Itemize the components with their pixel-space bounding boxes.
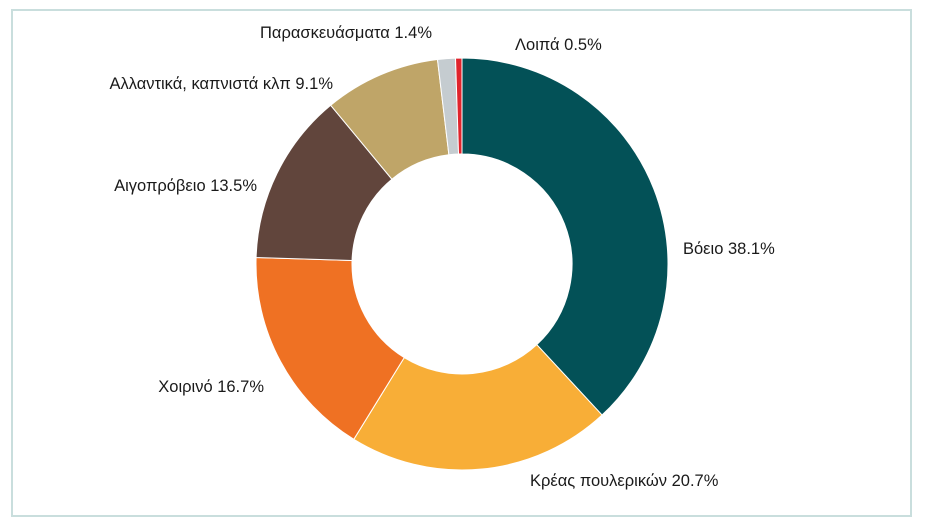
donut-slices — [255, 57, 669, 471]
label-paraskeuasmata: Παρασκευάσματα 1.4% — [260, 24, 432, 42]
slice-labels: Βόειο 38.1% Κρέας πουλερικών 20.7% Χοιρι… — [109, 24, 775, 490]
label-allantika: Αλλαντικά, καπνιστά κλπ 9.1% — [109, 75, 333, 93]
label-xoirino: Χοιρινό 16.7% — [158, 378, 264, 396]
slice-2 — [255, 257, 405, 440]
slice-1 — [353, 343, 603, 471]
label-loipa: Λοιπά 0.5% — [515, 36, 602, 54]
chart-frame — [11, 9, 912, 517]
slice-6 — [455, 57, 463, 155]
slice-0 — [461, 57, 669, 416]
label-aigoprobeio: Αιγοπρόβειο 13.5% — [114, 177, 257, 195]
label-poulerika: Κρέας πουλερικών 20.7% — [530, 472, 719, 490]
label-boeio: Βόειο 38.1% — [683, 240, 775, 258]
